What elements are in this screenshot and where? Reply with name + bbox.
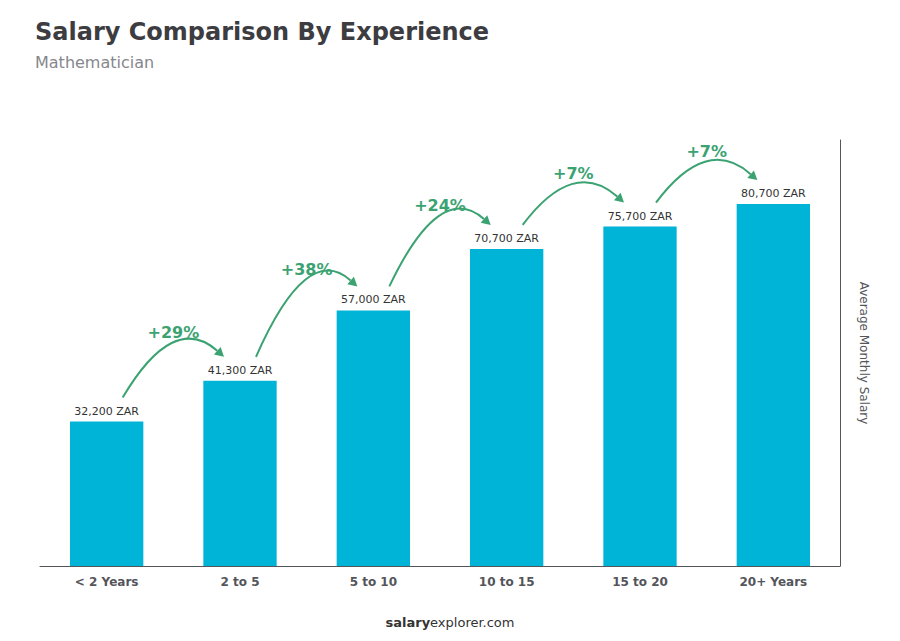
svg-text:41,300 ZAR: 41,300 ZAR — [208, 364, 273, 377]
svg-text:explorer.com: explorer.com — [430, 615, 514, 630]
svg-text:+7%: +7% — [553, 164, 594, 183]
svg-text:+7%: +7% — [686, 142, 727, 161]
svg-text:70,700 ZAR: 70,700 ZAR — [474, 232, 539, 245]
svg-text:< 2 Years: < 2 Years — [75, 575, 139, 589]
svg-text:2 to 5: 2 to 5 — [220, 575, 259, 589]
svg-text:Average Monthly Salary: Average Monthly Salary — [857, 282, 871, 425]
svg-text:+38%: +38% — [281, 260, 333, 279]
svg-text:salary: salary — [385, 615, 430, 630]
svg-text:20+ Years: 20+ Years — [739, 575, 807, 589]
svg-text:32,200 ZAR: 32,200 ZAR — [74, 405, 139, 418]
svg-text:+24%: +24% — [414, 196, 466, 215]
svg-text:57,000 ZAR: 57,000 ZAR — [341, 293, 406, 306]
svg-text:75,700 ZAR: 75,700 ZAR — [608, 210, 673, 223]
svg-text:5 to 10: 5 to 10 — [350, 575, 397, 589]
svg-text:+29%: +29% — [147, 323, 199, 342]
svg-text:80,700 ZAR: 80,700 ZAR — [741, 187, 806, 200]
svg-text:Mathematician: Mathematician — [35, 53, 154, 72]
svg-text:Salary Comparison By Experienc: Salary Comparison By Experience — [35, 18, 489, 46]
svg-text:10 to 15: 10 to 15 — [479, 575, 535, 589]
svg-text:15 to 20: 15 to 20 — [612, 575, 668, 589]
